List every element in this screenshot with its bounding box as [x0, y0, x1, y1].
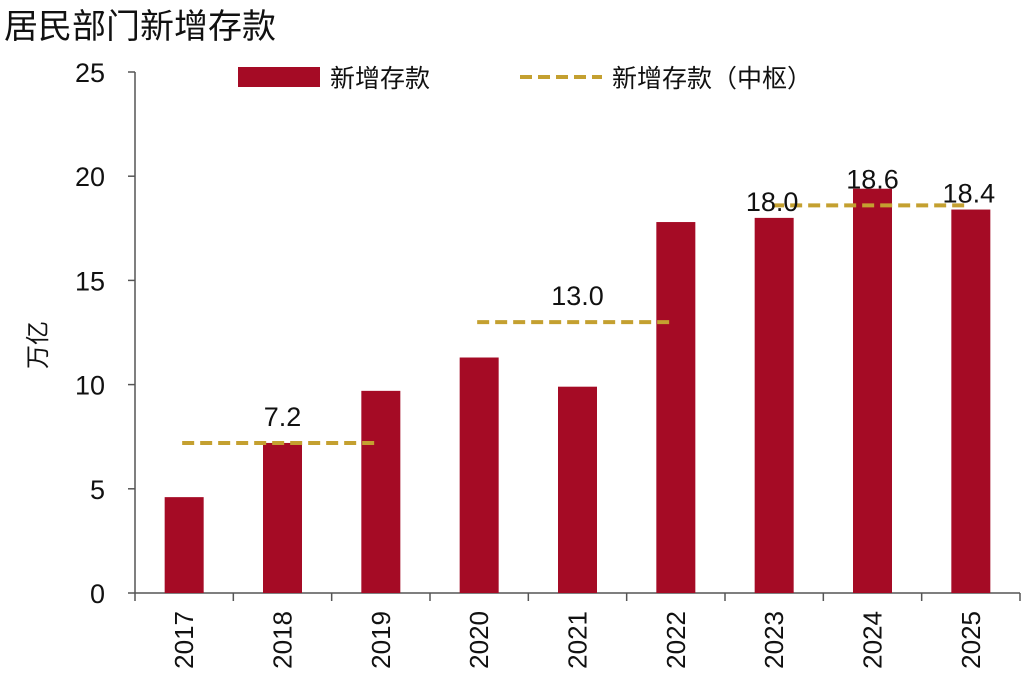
x-tick-label: 2019: [366, 611, 396, 669]
data-label-2023: 18.0: [746, 187, 799, 217]
bar-2024: [853, 188, 892, 594]
bar-2021: [558, 386, 597, 593]
x-tick-label: 2017: [169, 611, 199, 669]
bar-2023: [754, 217, 794, 593]
x-tick-label: 2021: [563, 611, 593, 669]
x-tick-label: 2024: [858, 611, 888, 669]
x-tick-label: 2018: [268, 611, 298, 669]
y-tick-label: 20: [75, 162, 105, 192]
bar-2022: [656, 222, 696, 593]
y-tick-label: 15: [75, 266, 105, 296]
bar-2019: [361, 390, 401, 593]
x-tick-label: 2022: [661, 611, 691, 669]
bar-2017: [164, 497, 204, 593]
x-tick-label: 2020: [464, 611, 494, 669]
legend: 新增存款 新增存款（中枢）: [238, 64, 812, 93]
x-tick-label: 2023: [759, 611, 789, 669]
bar-2025: [951, 209, 991, 593]
legend-label-dashed: 新增存款（中枢）: [612, 64, 812, 93]
y-tick-label: 0: [90, 579, 105, 609]
bar-2018: [263, 442, 302, 593]
median-label: 18.6: [846, 164, 899, 194]
bar-2020: [459, 357, 499, 593]
legend-swatch-bar: [238, 67, 320, 87]
y-tick-label: 25: [75, 58, 105, 88]
chart-title: 居民部门新增存款: [4, 7, 276, 47]
legend-label-bar: 新增存款: [330, 64, 430, 93]
y-axis-label: 万亿: [24, 321, 52, 369]
x-tick-label: 2025: [956, 611, 986, 669]
median-label: 7.2: [264, 402, 302, 432]
data-label-2025: 18.4: [943, 179, 996, 209]
median-label: 13.0: [551, 281, 604, 311]
y-tick-label: 5: [90, 475, 105, 505]
y-tick-label: 10: [75, 371, 105, 401]
